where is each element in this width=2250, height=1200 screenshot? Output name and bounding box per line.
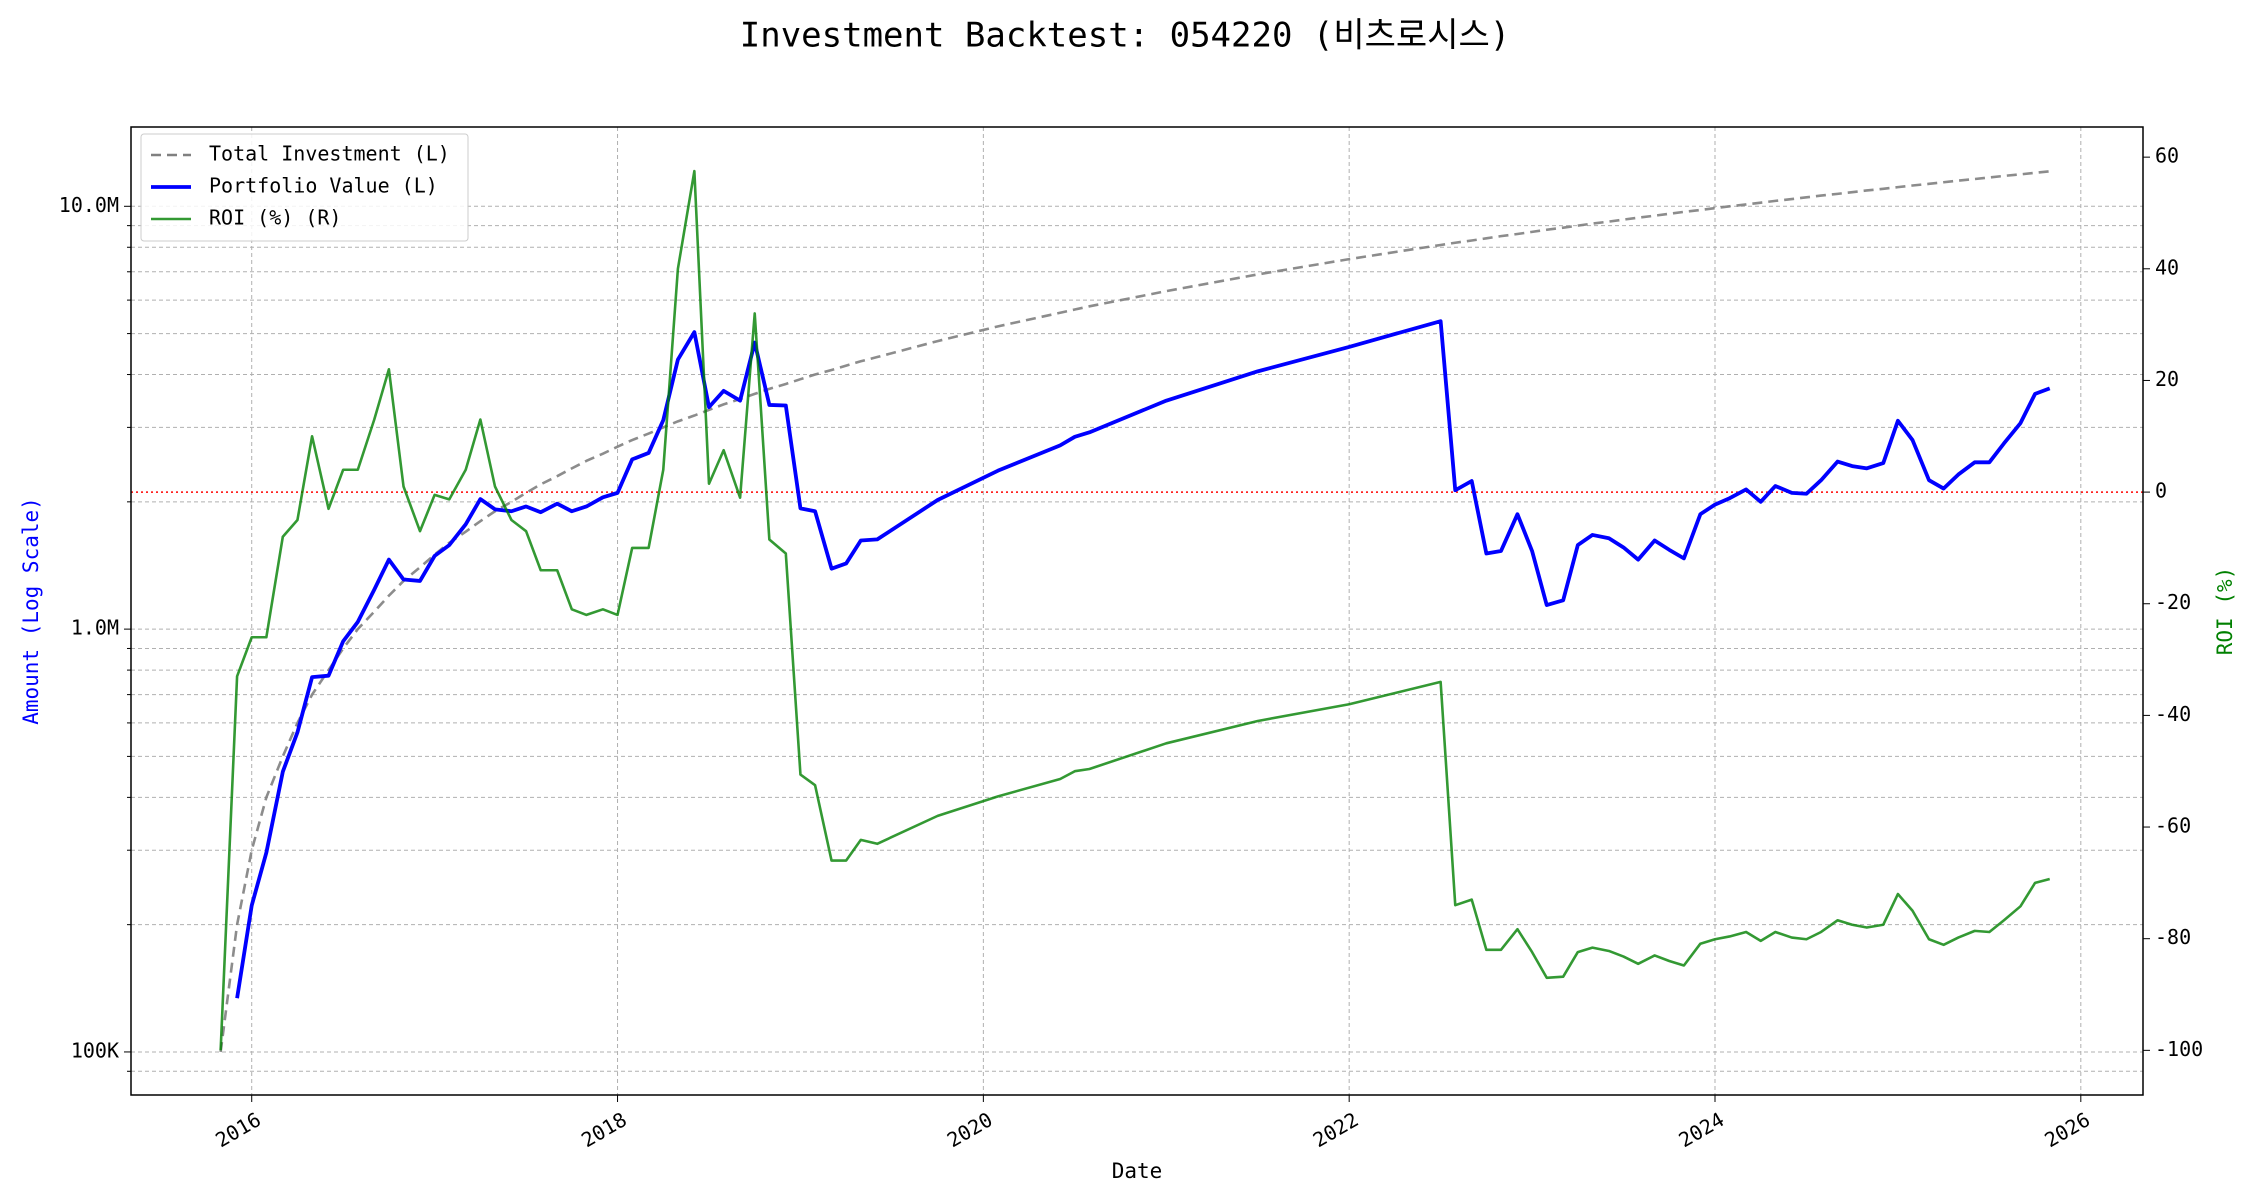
y2-tick-label: 20 [2155, 367, 2179, 391]
x-tick-label: 2018 [577, 1107, 631, 1152]
data-line [219, 169, 2050, 1053]
y2-tick-label: -60 [2155, 814, 2191, 838]
legend-label: ROI (%) (R) [209, 206, 341, 230]
y-axis-label: Amount (Log Scale) [19, 497, 43, 725]
y-tick-label: 10.0M [59, 193, 119, 217]
y-tick-label: 100K [71, 1038, 119, 1062]
legend-box [140, 133, 469, 242]
y2-tick-label: -40 [2155, 702, 2191, 726]
plot-area [219, 169, 2051, 1053]
y2-tick-label: 0 [2155, 479, 2167, 503]
y2-tick-label: -80 [2155, 925, 2191, 949]
x-tick-label: 2020 [943, 1107, 997, 1152]
y2-tick-label: 60 [2155, 144, 2179, 168]
y2-tick-label: -20 [2155, 590, 2191, 614]
y2-tick-label: 40 [2155, 255, 2179, 279]
x-axis-label: Date [1112, 1159, 1163, 1183]
x-tick-label: 2016 [211, 1107, 265, 1152]
x-tick-label: 2024 [1675, 1107, 1729, 1152]
chart-title: Investment Backtest: 054220 (비츠로시스) [740, 16, 1511, 56]
legend-label: Total Investment (L) [209, 142, 450, 166]
data-line [235, 319, 2051, 999]
plot-frame [130, 126, 2144, 1096]
y-tick-label: 1.0M [71, 616, 119, 640]
x-tick-label: 2022 [1309, 1107, 1363, 1152]
y2-axis-label: ROI (%) [2213, 567, 2237, 656]
legend-label: Portfolio Value (L) [209, 174, 438, 198]
y2-tick-label: -100 [2155, 1037, 2203, 1061]
x-tick-label: 2026 [2040, 1107, 2094, 1152]
data-line [219, 169, 2051, 1051]
